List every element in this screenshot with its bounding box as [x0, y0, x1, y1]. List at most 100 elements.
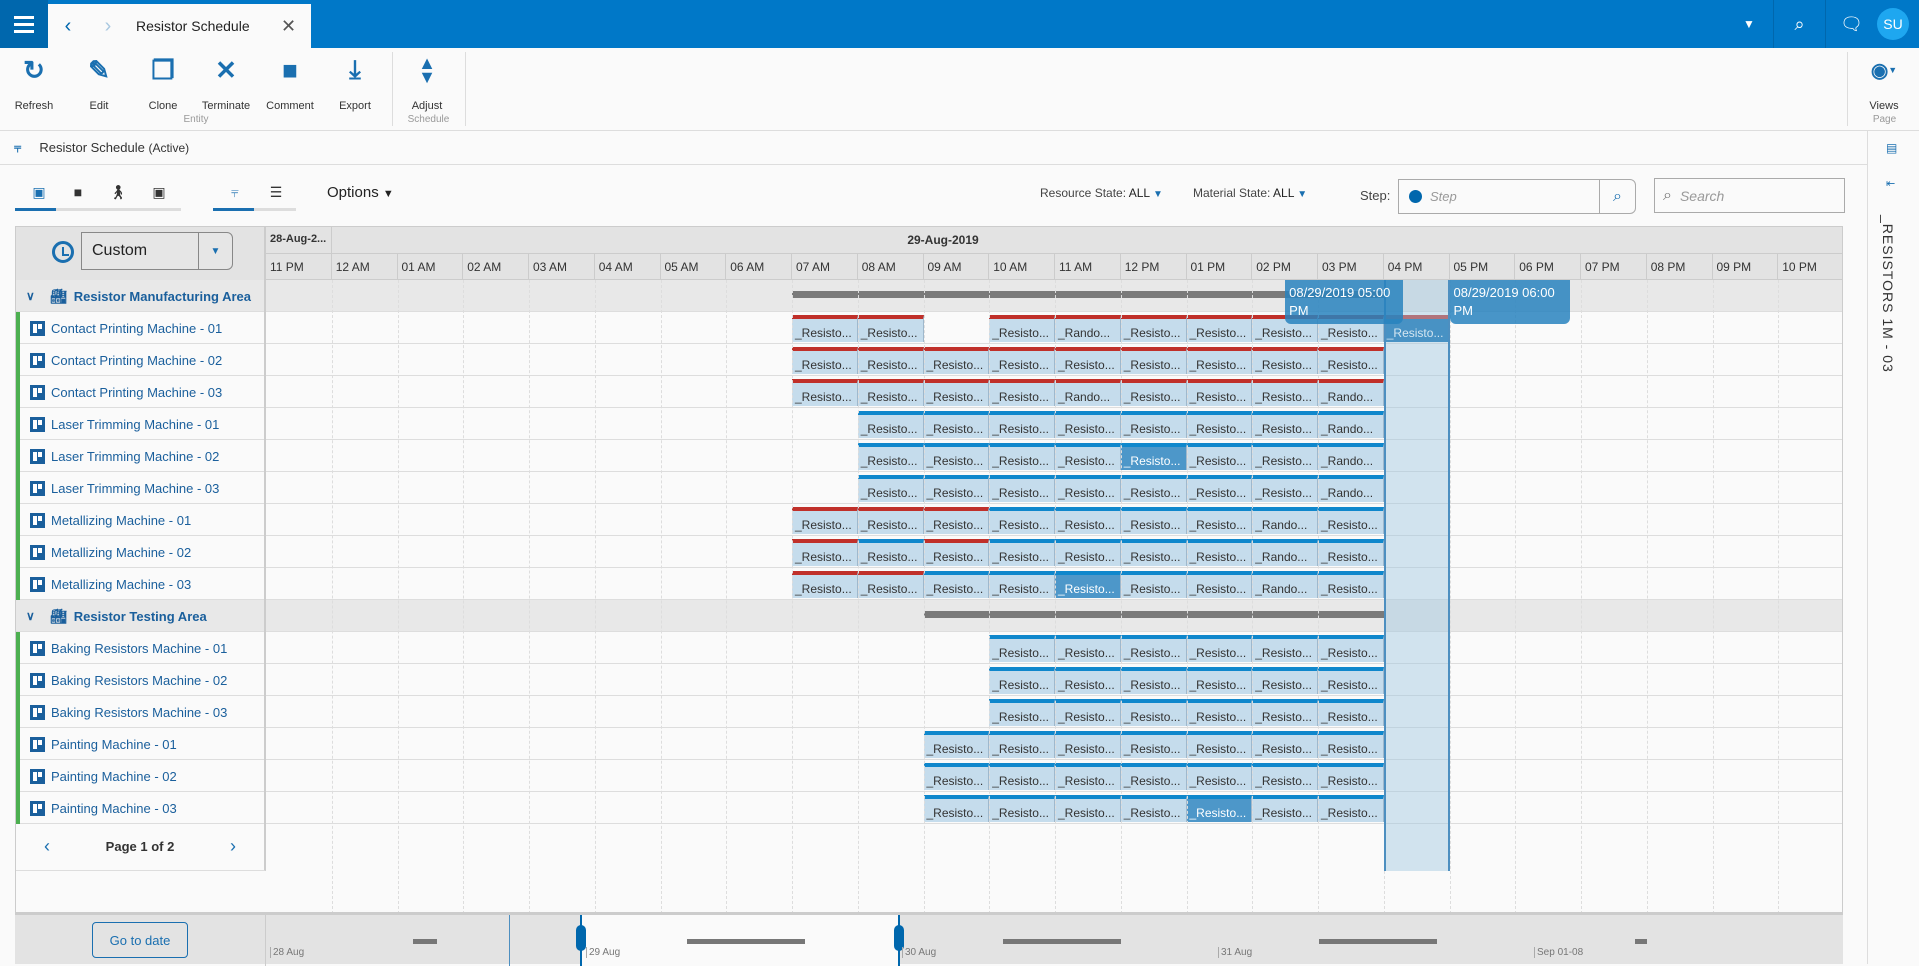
task-block[interactable]: _Resisto... — [989, 443, 1055, 470]
task-block[interactable]: _Resisto... — [1055, 571, 1121, 598]
view-material-icon[interactable]: ■ — [73, 184, 83, 200]
terminate-button[interactable]: ✕ Terminate — [194, 52, 258, 113]
task-block[interactable]: _Rando... — [1252, 507, 1318, 534]
task-block[interactable]: _Resisto... — [857, 507, 924, 534]
menu-button[interactable] — [0, 0, 48, 48]
task-block[interactable]: _Resisto... — [1252, 635, 1318, 662]
task-block[interactable]: _Resisto... — [1186, 731, 1253, 758]
task-block[interactable]: _Resisto... — [857, 379, 924, 406]
avatar[interactable]: SU — [1877, 8, 1909, 40]
task-block[interactable]: _Resisto... — [1120, 507, 1187, 534]
task-block[interactable]: _Resisto... — [1252, 667, 1318, 694]
task-block[interactable]: _Resisto... — [1120, 443, 1187, 470]
task-block[interactable]: _Resisto... — [1120, 571, 1187, 598]
task-block[interactable]: _Resisto... — [1186, 347, 1253, 374]
task-block[interactable]: _Resisto... — [1318, 731, 1384, 758]
task-block[interactable]: _Rando... — [1252, 571, 1318, 598]
tab-resistor-schedule[interactable]: ‹ › Resistor Schedule ✕ — [48, 4, 311, 48]
task-block[interactable]: _Resisto... — [1055, 699, 1121, 726]
task-block[interactable]: _Resisto... — [792, 379, 858, 406]
step-input[interactable]: Step ⌕ — [1398, 179, 1636, 214]
task-block[interactable]: _Resisto... — [1120, 347, 1187, 374]
task-block[interactable]: _Resisto... — [1120, 411, 1187, 438]
task-block[interactable]: _Resisto... — [1252, 443, 1318, 470]
task-block[interactable]: _Resisto... — [1383, 315, 1450, 342]
task-block[interactable]: _Resisto... — [1055, 795, 1121, 822]
task-block[interactable]: _Resisto... — [857, 571, 924, 598]
adjust-button[interactable]: ▲ ▼ Adjust — [395, 52, 459, 112]
export-button[interactable]: ⤓ Export — [323, 52, 387, 112]
task-block[interactable]: _Resisto... — [1318, 699, 1384, 726]
task-block[interactable]: _Resisto... — [1120, 795, 1187, 822]
task-block[interactable]: _Resisto... — [923, 539, 990, 566]
navigator-right-handle[interactable] — [894, 925, 904, 951]
task-block[interactable]: _Resisto... — [1120, 475, 1187, 502]
step-search-icon[interactable]: ⌕ — [1599, 180, 1635, 213]
resource-label[interactable]: Painting Machine - 02 — [16, 760, 266, 792]
list-view-icon[interactable]: ☰ — [269, 183, 283, 200]
task-block[interactable]: _Resisto... — [1120, 731, 1187, 758]
task-block[interactable]: _Resisto... — [989, 539, 1055, 566]
task-block[interactable]: _Resisto... — [923, 763, 990, 790]
task-block[interactable]: _Resisto... — [989, 795, 1055, 822]
task-block[interactable]: _Resisto... — [923, 347, 990, 374]
task-block[interactable]: _Resisto... — [1120, 763, 1187, 790]
task-block[interactable]: _Resisto... — [923, 731, 990, 758]
task-block[interactable]: _Resisto... — [792, 347, 858, 374]
task-block[interactable]: _Resisto... — [1318, 667, 1384, 694]
task-block[interactable]: _Resisto... — [1055, 763, 1121, 790]
task-block[interactable]: _Resisto... — [1318, 795, 1384, 822]
task-block[interactable]: _Resisto... — [857, 315, 924, 342]
resource-label[interactable]: Metallizing Machine - 01 — [16, 504, 266, 536]
task-block[interactable]: _Resisto... — [989, 507, 1055, 534]
task-block[interactable]: _Resisto... — [1318, 539, 1384, 566]
task-block[interactable]: _Resisto... — [989, 571, 1055, 598]
task-block[interactable]: _Rando... — [1318, 411, 1384, 438]
task-block[interactable]: _Resisto... — [1186, 699, 1253, 726]
task-block[interactable]: _Resisto... — [1055, 411, 1121, 438]
resource-label[interactable]: Metallizing Machine - 02 — [16, 536, 266, 568]
resource-label[interactable]: Baking Resistors Machine - 01 — [16, 632, 266, 664]
resource-label[interactable]: Laser Trimming Machine - 01 — [16, 408, 266, 440]
task-block[interactable]: _Resisto... — [1252, 379, 1318, 406]
dropdown-caret-icon[interactable]: ▼ — [1743, 17, 1755, 31]
resource-label[interactable]: Baking Resistors Machine - 03 — [16, 696, 266, 728]
task-block[interactable]: _Resisto... — [857, 443, 924, 470]
task-block[interactable]: _Resisto... — [1252, 795, 1318, 822]
task-block[interactable]: _Resisto... — [1055, 539, 1121, 566]
task-block[interactable]: _Resisto... — [1252, 699, 1318, 726]
task-block[interactable]: _Rando... — [1318, 443, 1384, 470]
resource-label[interactable]: Contact Printing Machine - 03 — [16, 376, 266, 408]
task-block[interactable]: _Resisto... — [1252, 731, 1318, 758]
expand-panel-icon[interactable]: ⇤ — [1886, 178, 1896, 190]
task-block[interactable]: _Resisto... — [923, 411, 990, 438]
task-block[interactable]: _Resisto... — [1186, 411, 1253, 438]
task-block[interactable]: _Resisto... — [792, 539, 858, 566]
resource-label[interactable]: Laser Trimming Machine - 03 — [16, 472, 266, 504]
chat-icon[interactable]: 🗨︎ — [1825, 0, 1877, 48]
refresh-button[interactable]: ↻ Refresh — [2, 52, 66, 113]
task-block[interactable]: _Resisto... — [1186, 795, 1253, 822]
task-block[interactable]: _Resisto... — [923, 475, 990, 502]
task-block[interactable]: _Resisto... — [989, 763, 1055, 790]
task-block[interactable]: _Resisto... — [792, 507, 858, 534]
range-select[interactable]: Custom ▼ — [81, 232, 233, 270]
resource-label[interactable]: Contact Printing Machine - 02 — [16, 344, 266, 376]
task-block[interactable]: _Resisto... — [1055, 635, 1121, 662]
task-block[interactable]: _Resisto... — [989, 699, 1055, 726]
material-state-filter[interactable]: Material State: ALL ▼ — [1193, 186, 1308, 200]
search-input[interactable]: ⌕ Search — [1654, 178, 1845, 213]
resource-label[interactable]: Metallizing Machine - 03 — [16, 568, 266, 600]
task-block[interactable]: _Resisto... — [989, 347, 1055, 374]
task-block[interactable]: _Resisto... — [923, 795, 990, 822]
task-block[interactable]: _Resisto... — [1055, 507, 1121, 534]
task-block[interactable]: _Resisto... — [1120, 667, 1187, 694]
task-block[interactable]: _Resisto... — [792, 571, 858, 598]
view-resource-icon[interactable]: ▣ — [32, 183, 46, 200]
task-block[interactable]: _Resisto... — [1055, 667, 1121, 694]
resource-label[interactable]: Painting Machine - 01 — [16, 728, 266, 760]
options-dropdown[interactable]: Options ▼ — [327, 184, 394, 201]
task-block[interactable]: _Resisto... — [989, 315, 1055, 342]
group-label[interactable]: ∨ 🏭︎ Resistor Manufacturing Area — [16, 280, 266, 312]
task-block[interactable]: _Resisto... — [1186, 475, 1253, 502]
